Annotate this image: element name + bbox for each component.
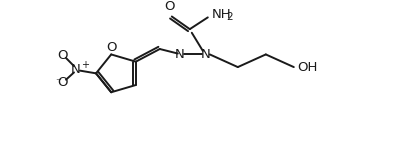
Text: N: N <box>175 48 185 61</box>
Text: N: N <box>71 63 81 76</box>
Text: O: O <box>164 0 175 13</box>
Text: O: O <box>57 76 67 89</box>
Text: O: O <box>57 49 67 62</box>
Text: +: + <box>81 60 89 70</box>
Text: OH: OH <box>297 61 317 74</box>
Text: O: O <box>106 41 117 54</box>
Text: N: N <box>201 48 211 61</box>
Text: NH: NH <box>212 8 231 21</box>
Text: 2: 2 <box>226 12 232 22</box>
Text: ⁻: ⁻ <box>55 77 61 87</box>
